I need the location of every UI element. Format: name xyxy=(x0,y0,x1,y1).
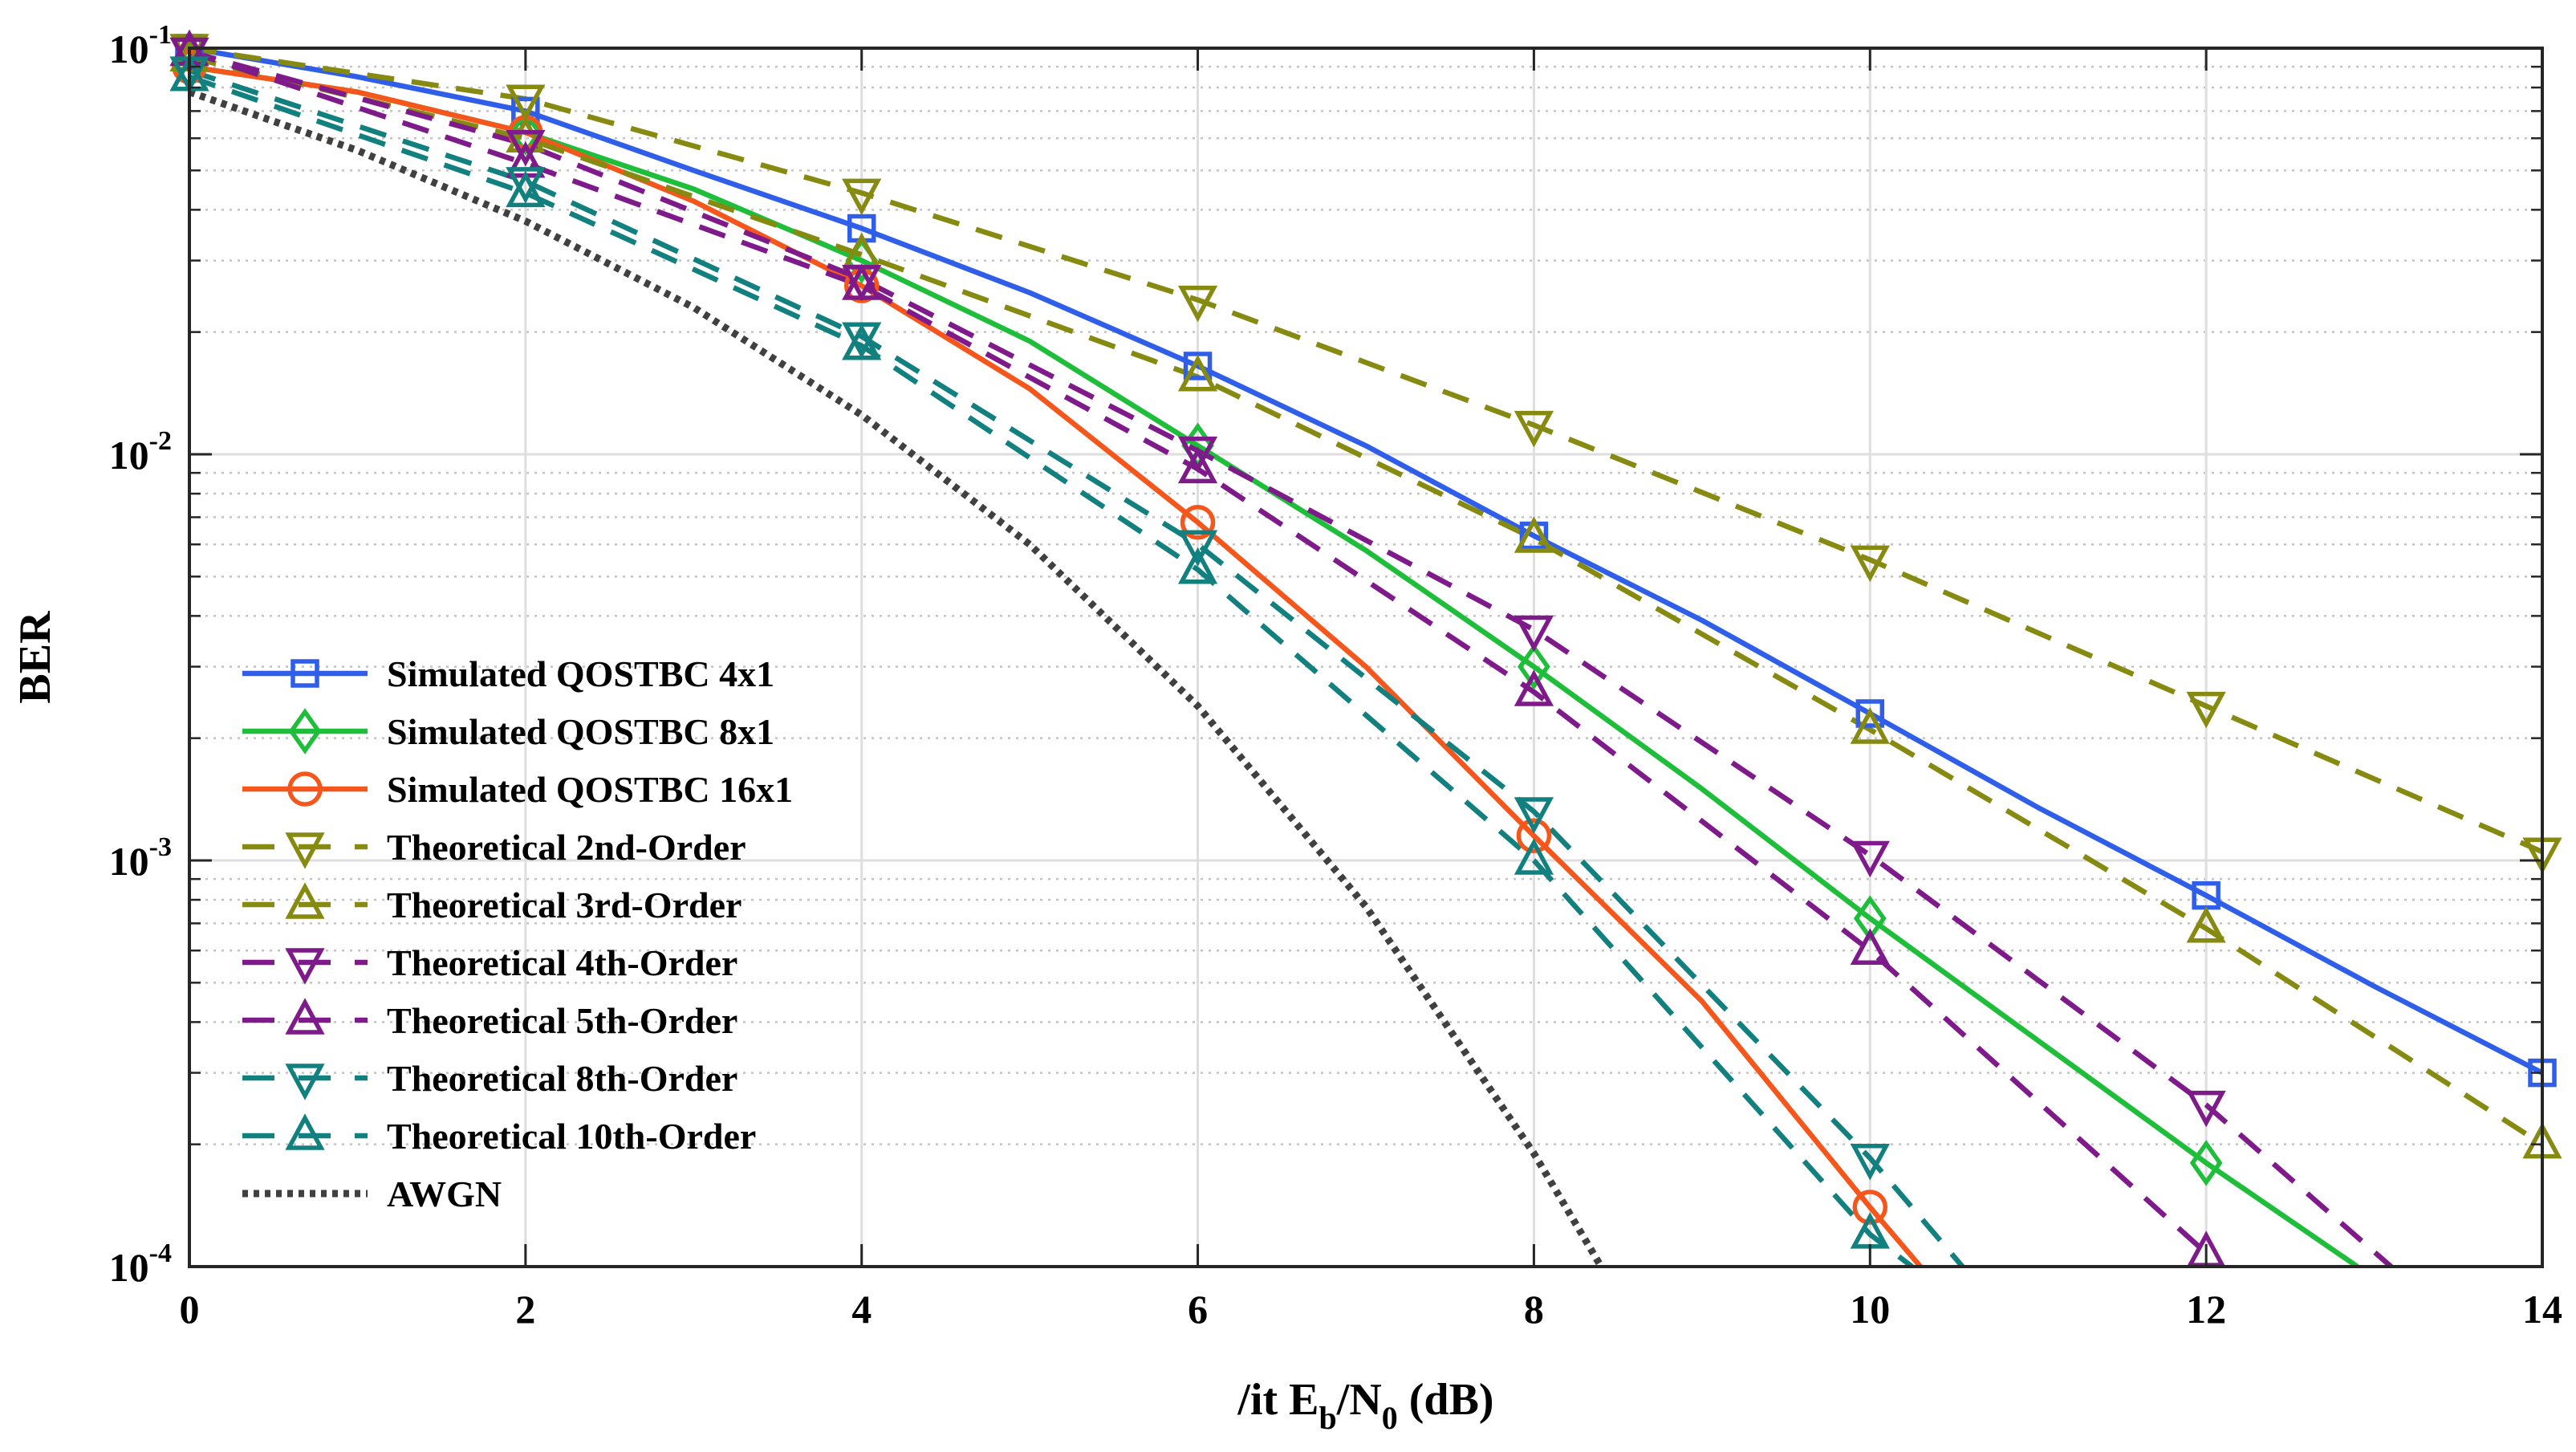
data-point-theoretical-4th-order xyxy=(1177,436,1218,474)
data-point-theoretical-5th-order xyxy=(1850,928,1890,966)
legend-label: AWGN xyxy=(387,1173,502,1214)
y-tick-label: 10-3 xyxy=(109,832,172,884)
legend-swatch-marker xyxy=(285,948,325,985)
legend-entry-theoretical-10th-order: Theoretical 10th-Order xyxy=(242,1113,756,1157)
series-line-simulated-qostbc-16x1 xyxy=(189,63,1923,1267)
x-tick-label: 8 xyxy=(1524,1287,1544,1332)
x-tick-label: 14 xyxy=(2522,1287,2562,1332)
x-axis-title-sub-0: 0 xyxy=(1382,1400,1398,1436)
grid xyxy=(188,47,2544,1268)
data-point-theoretical-4th-order xyxy=(506,129,546,167)
x-axis-title-sub-b: b xyxy=(1319,1400,1337,1436)
data-point-simulated-qostbc-8x1 xyxy=(1853,895,1887,942)
legend-label: Simulated QOSTBC 8x1 xyxy=(387,711,774,752)
data-point-theoretical-10th-order xyxy=(506,170,546,208)
data-point-theoretical-8th-order xyxy=(1850,1144,1890,1181)
series-line-theoretical-8th-order xyxy=(189,68,1965,1267)
x-tick-label: 4 xyxy=(851,1287,872,1332)
x-axis-title-tail: (dB) xyxy=(1398,1375,1494,1425)
legend-swatch-marker xyxy=(285,1064,325,1100)
series-line-theoretical-3rd-order xyxy=(189,55,2542,1147)
x-axis-title-mid: /N xyxy=(1336,1375,1382,1425)
data-point-theoretical-2nd-order xyxy=(506,84,546,122)
legend-swatch-marker xyxy=(287,771,323,807)
data-point-theoretical-10th-order xyxy=(1514,838,1554,875)
data-point-theoretical-4th-order xyxy=(169,37,209,75)
legend-label: Theoretical 2nd-Order xyxy=(387,827,746,868)
legend-label: Theoretical 8th-Order xyxy=(387,1058,737,1099)
data-point-theoretical-3rd-order xyxy=(1850,707,1890,744)
legend-entry-theoretical-5th-order: Theoretical 5th-Order xyxy=(242,998,737,1041)
axis-ticks: 0 2 4 6 8 10 12 14 10-1 10-2 10-3 10-4 xyxy=(109,20,2562,1332)
x-axis-title: /it Eb/N0 (dB) xyxy=(1237,1375,1493,1436)
data-point-theoretical-4th-order xyxy=(1850,840,1890,878)
data-point-simulated-qostbc-16x1 xyxy=(1516,818,1552,854)
legend-entry-simulated-qostbc-4x1: Simulated QOSTBC 4x1 xyxy=(242,653,774,694)
x-tick-label: 10 xyxy=(1850,1287,1890,1332)
legend-swatch-marker xyxy=(285,998,325,1035)
x-axis-title-main: /it E xyxy=(1237,1375,1318,1425)
data-point-theoretical-5th-order xyxy=(842,263,882,300)
legend-label: Simulated QOSTBC 4x1 xyxy=(387,653,774,694)
data-point-theoretical-2nd-order xyxy=(2186,691,2226,729)
y-axis-title: BER xyxy=(10,611,60,704)
x-tick-label: 0 xyxy=(180,1287,200,1332)
legend-swatch-marker xyxy=(288,708,322,754)
data-point-theoretical-3rd-order xyxy=(2186,905,2226,943)
data-point-simulated-qostbc-8x1 xyxy=(1518,643,1550,690)
series-line-simulated-qostbc-4x1 xyxy=(189,48,2542,1076)
series-line-theoretical-4th-order xyxy=(189,49,2393,1267)
legend-label: Theoretical 3rd-Order xyxy=(387,885,742,925)
series-line-awgn xyxy=(189,88,1605,1267)
legend-label: Theoretical 10th-Order xyxy=(387,1116,756,1157)
y-tick-label: 10-2 xyxy=(109,426,172,478)
x-tick-label: 2 xyxy=(515,1287,535,1332)
data-point-simulated-qostbc-16x1 xyxy=(1852,1190,1888,1225)
legend-swatch-marker xyxy=(285,1113,325,1150)
data-point-theoretical-10th-order xyxy=(842,323,882,360)
data-point-simulated-qostbc-4x1 xyxy=(1855,699,1885,728)
data-point-theoretical-8th-order xyxy=(506,167,546,204)
x-tick-label: 12 xyxy=(2186,1287,2226,1332)
legend: Simulated QOSTBC 4x1 Simulated QOSTBC 8x1… xyxy=(242,653,793,1214)
legend-entry-theoretical-8th-order: Theoretical 8th-Order xyxy=(242,1058,737,1100)
legend-entry-awgn: AWGN xyxy=(242,1173,502,1214)
data-point-theoretical-2nd-order xyxy=(842,178,882,216)
legend-label: Theoretical 5th-Order xyxy=(387,1000,737,1041)
data-point-theoretical-10th-order xyxy=(1177,547,1218,584)
legend-entry-simulated-qostbc-8x1: Simulated QOSTBC 8x1 xyxy=(242,708,774,754)
series-line-theoretical-2nd-order xyxy=(189,48,2542,855)
data-point-simulated-qostbc-16x1 xyxy=(1180,505,1216,540)
data-point-theoretical-3rd-order xyxy=(1177,354,1218,392)
data-point-theoretical-8th-order xyxy=(1514,797,1554,834)
series-line-theoretical-10th-order xyxy=(189,74,1914,1267)
plot-frame xyxy=(188,47,2544,1268)
x-tick-label: 6 xyxy=(1188,1287,1208,1332)
legend-label: Theoretical 4th-Order xyxy=(387,942,737,983)
legend-swatch-marker xyxy=(285,882,325,919)
legend-label: Simulated QOSTBC 16x1 xyxy=(387,769,793,810)
data-point-theoretical-5th-order xyxy=(1177,446,1218,484)
data-point-theoretical-4th-order xyxy=(1514,615,1554,653)
data-point-theoretical-8th-order xyxy=(1177,530,1218,567)
legend-entry-theoretical-4th-order: Theoretical 4th-Order xyxy=(242,942,737,985)
legend-entry-simulated-qostbc-16x1: Simulated QOSTBC 16x1 xyxy=(242,769,793,810)
data-point-theoretical-4th-order xyxy=(2186,1090,2226,1128)
data-point-theoretical-5th-order xyxy=(1514,669,1554,706)
data-point-simulated-qostbc-4x1 xyxy=(1183,352,1213,380)
y-tick-label: 10-4 xyxy=(109,1238,172,1290)
data-point-theoretical-2nd-order xyxy=(1177,285,1218,323)
legend-entry-theoretical-2nd-order: Theoretical 2nd-Order xyxy=(242,827,746,869)
data-point-theoretical-2nd-order xyxy=(1514,410,1554,448)
data-point-theoretical-3rd-order xyxy=(1514,516,1554,553)
data-point-theoretical-2nd-order xyxy=(1850,545,1890,583)
data-point-simulated-qostbc-8x1 xyxy=(2189,1140,2223,1186)
legend-swatch-marker xyxy=(285,832,325,869)
y-tick-label: 10-1 xyxy=(109,20,172,71)
legend-entry-theoretical-3rd-order: Theoretical 3rd-Order xyxy=(242,882,742,925)
legend-swatch-marker xyxy=(291,659,319,688)
